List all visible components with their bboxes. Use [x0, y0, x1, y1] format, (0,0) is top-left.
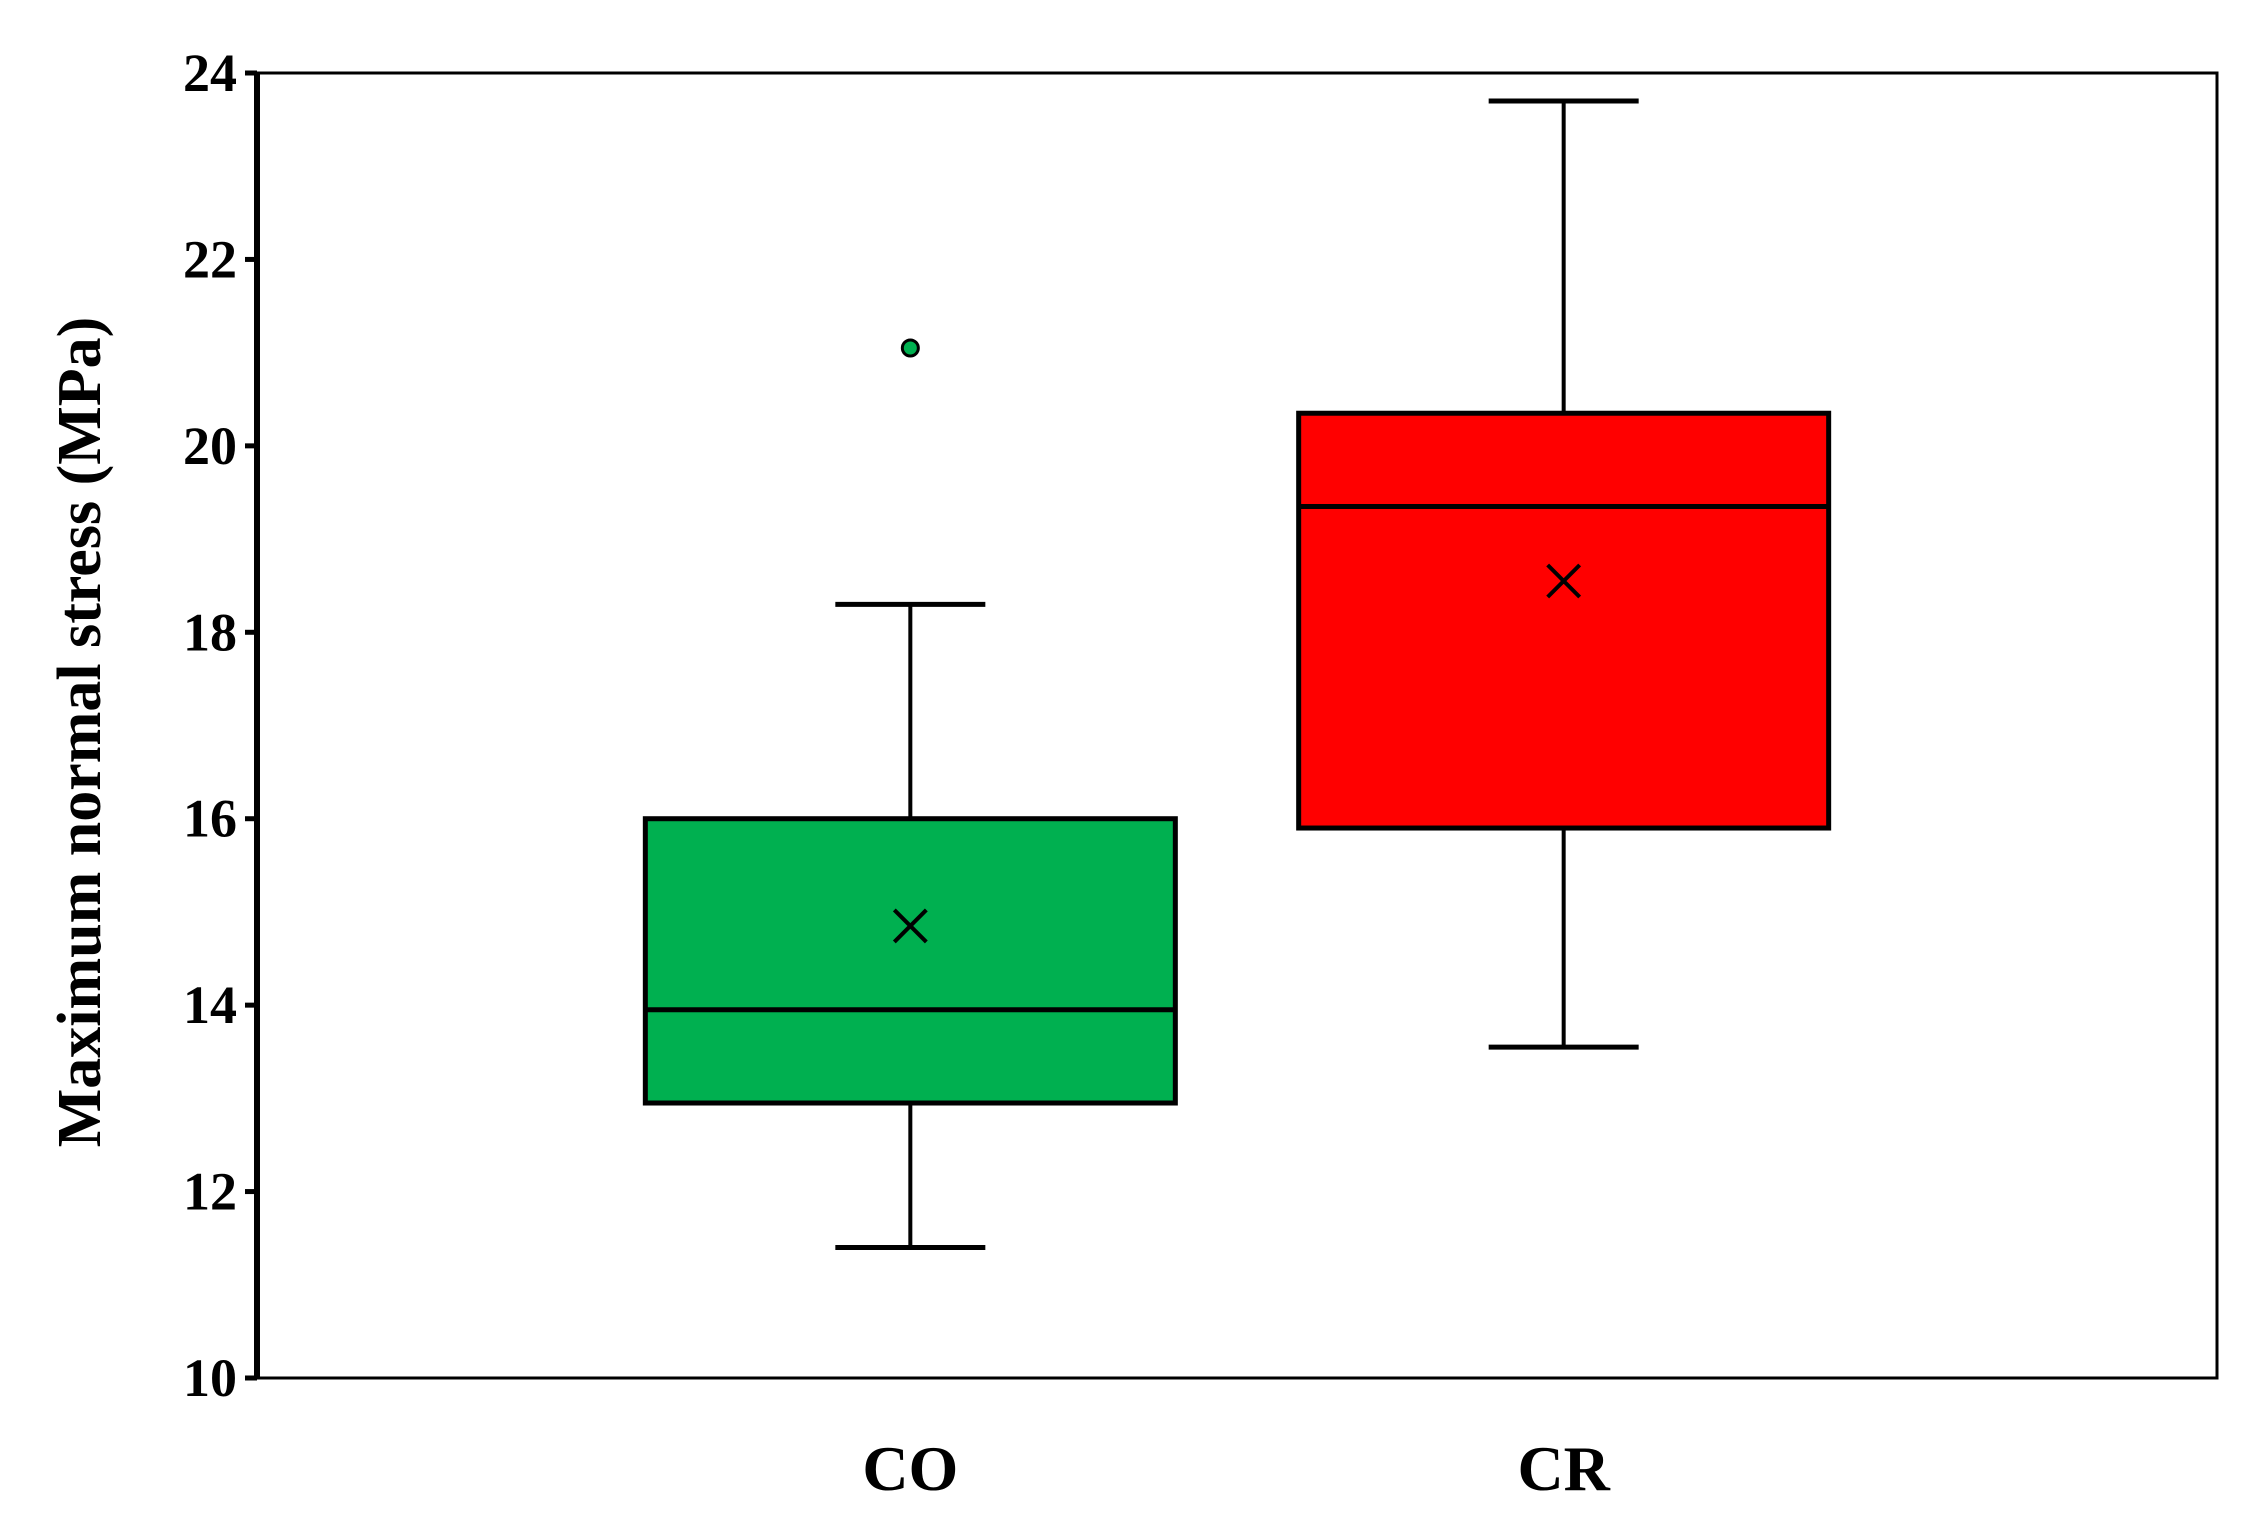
- box-body: [1296, 410, 1832, 831]
- y-tick-label: 10: [183, 1348, 237, 1408]
- category-label-co: CO: [862, 1433, 958, 1504]
- category-label-cr: CR: [1517, 1433, 1610, 1504]
- box-cr: [1296, 98, 1832, 1050]
- y-tick-label: 24: [183, 43, 237, 103]
- y-tick-label: 20: [183, 416, 237, 476]
- y-tick-label: 18: [183, 602, 237, 662]
- y-axis-title: Maximum normal stress (MPa): [46, 317, 114, 1148]
- mean-marker: [1546, 563, 1582, 599]
- y-tick-label: 12: [183, 1162, 237, 1222]
- y-tick-label: 22: [183, 229, 237, 289]
- box-body: [642, 816, 1178, 1106]
- mean-marker: [892, 908, 928, 944]
- y-tick-label: 14: [183, 975, 237, 1035]
- y-tick-label: 16: [183, 789, 237, 849]
- outlier-point: [900, 338, 920, 358]
- plot-area-frame: [255, 71, 2219, 1380]
- y-axis-ticks: 10 12 14 16 18 20 22 24: [183, 43, 257, 1408]
- box-co: [642, 338, 1178, 1250]
- box-series: [642, 98, 1832, 1250]
- x-axis-category-labels: CO CR: [862, 1433, 1610, 1504]
